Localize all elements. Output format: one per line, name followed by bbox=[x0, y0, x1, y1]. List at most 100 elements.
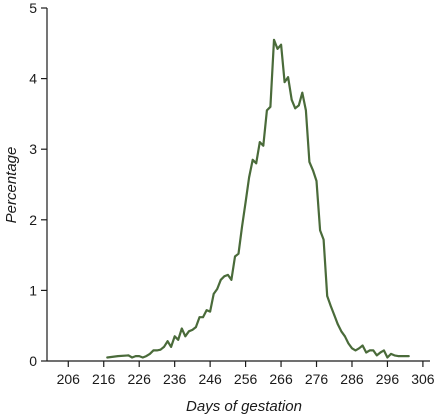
data-point bbox=[223, 275, 226, 278]
y-tick-label: 5 bbox=[29, 0, 37, 16]
x-tick-label: 206 bbox=[57, 371, 81, 387]
x-tick-label: 226 bbox=[128, 371, 152, 387]
data-point bbox=[156, 349, 158, 352]
x-tick-label: 306 bbox=[411, 371, 434, 387]
data-point bbox=[358, 347, 360, 350]
data-point bbox=[127, 354, 130, 357]
data-point bbox=[205, 309, 208, 312]
data-point bbox=[209, 310, 212, 313]
data-point bbox=[230, 278, 233, 281]
y-tick-label: 1 bbox=[29, 282, 37, 298]
data-point bbox=[191, 329, 194, 331]
chart-plot-area bbox=[106, 38, 410, 359]
data-point bbox=[315, 180, 318, 182]
data-point bbox=[202, 316, 204, 319]
data-point bbox=[326, 295, 329, 297]
data-point bbox=[244, 201, 247, 204]
data-point bbox=[390, 353, 392, 355]
data-point bbox=[344, 335, 346, 338]
y-tick-label: 4 bbox=[29, 71, 37, 87]
data-point bbox=[131, 356, 134, 359]
data-point bbox=[283, 81, 286, 83]
data-point bbox=[188, 330, 190, 333]
data-point bbox=[379, 351, 382, 354]
data-point bbox=[248, 176, 251, 179]
data-point bbox=[397, 355, 399, 357]
data-point bbox=[407, 355, 410, 357]
data-point bbox=[322, 238, 325, 241]
data-point bbox=[393, 354, 396, 357]
x-tick-label: 216 bbox=[92, 371, 116, 387]
data-point bbox=[198, 316, 201, 319]
data-point bbox=[163, 346, 165, 348]
data-point bbox=[375, 354, 378, 357]
x-tick-label: 246 bbox=[198, 371, 222, 387]
chart-ticks: 206 216 226 236 246 256 266 276 286 296 306 0 1 2 3 4 5 bbox=[29, 0, 434, 387]
data-point bbox=[234, 255, 236, 258]
data-point bbox=[266, 109, 268, 112]
data-point bbox=[141, 356, 144, 359]
data-point bbox=[294, 107, 297, 110]
data-point bbox=[273, 38, 275, 41]
data-point bbox=[336, 323, 339, 326]
y-axis-title: Percentage bbox=[3, 147, 20, 224]
data-point bbox=[312, 169, 314, 172]
data-point bbox=[319, 229, 321, 232]
data-point bbox=[177, 338, 180, 341]
data-point bbox=[269, 105, 272, 108]
data-point bbox=[297, 104, 300, 107]
data-point bbox=[386, 356, 389, 359]
data-point bbox=[308, 161, 311, 163]
data-point bbox=[212, 293, 215, 295]
data-point bbox=[170, 346, 173, 348]
data-point bbox=[368, 349, 371, 352]
data-point bbox=[400, 355, 403, 357]
data-point bbox=[166, 340, 169, 343]
data-point bbox=[255, 162, 258, 165]
data-point bbox=[216, 288, 219, 290]
data-point bbox=[365, 351, 368, 354]
data-point bbox=[351, 347, 353, 350]
data-point bbox=[219, 278, 222, 281]
data-point bbox=[287, 76, 289, 79]
data-point bbox=[333, 314, 336, 316]
data-point bbox=[159, 348, 162, 351]
x-tick-label: 286 bbox=[340, 371, 364, 387]
data-point bbox=[280, 43, 282, 46]
data-point bbox=[138, 355, 141, 357]
data-point bbox=[354, 349, 357, 352]
data-point bbox=[180, 327, 183, 330]
data-point bbox=[148, 353, 151, 355]
data-point bbox=[251, 158, 254, 161]
data-point bbox=[305, 109, 307, 112]
data-point bbox=[383, 349, 385, 352]
data-point bbox=[241, 226, 243, 228]
data-point bbox=[184, 335, 187, 338]
data-point bbox=[290, 98, 293, 101]
x-tick-label: 296 bbox=[376, 371, 400, 387]
data-point bbox=[262, 144, 265, 147]
x-tick-label: 276 bbox=[305, 371, 329, 387]
data-point bbox=[117, 355, 119, 357]
series-line bbox=[106, 38, 410, 359]
data-point bbox=[173, 335, 176, 338]
data-point bbox=[276, 48, 279, 50]
chart-axes bbox=[46, 8, 430, 362]
data-point bbox=[195, 326, 197, 328]
data-point bbox=[227, 274, 229, 276]
y-tick-label: 3 bbox=[29, 141, 37, 157]
x-axis-title: Days of gestation bbox=[186, 398, 302, 415]
x-tick-label: 256 bbox=[234, 371, 258, 387]
data-point bbox=[329, 305, 332, 307]
data-point bbox=[145, 355, 148, 357]
data-point bbox=[134, 355, 137, 357]
data-point bbox=[237, 252, 240, 255]
data-point bbox=[152, 349, 155, 352]
y-tick-label: 0 bbox=[29, 353, 37, 369]
y-tick-label: 2 bbox=[29, 212, 37, 228]
x-tick-label: 236 bbox=[163, 371, 187, 387]
x-tick-label: 266 bbox=[269, 371, 293, 387]
data-point bbox=[404, 355, 407, 357]
data-point bbox=[347, 342, 350, 345]
